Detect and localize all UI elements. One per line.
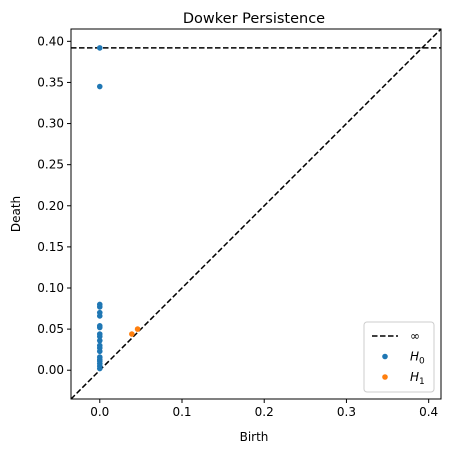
y-tick-label: 0.00: [37, 363, 64, 377]
point-h0: [96, 333, 103, 340]
point-h0: [96, 83, 103, 90]
point-h0: [96, 348, 103, 355]
legend-dot-swatch: [382, 353, 388, 360]
x-tick-label: 0.1: [172, 405, 191, 419]
legend-infinity-label: ∞: [410, 329, 420, 343]
diagonal-line: [71, 29, 441, 399]
y-tick-label: 0.15: [37, 240, 64, 254]
point-h0: [96, 365, 103, 372]
point-h1: [129, 331, 135, 337]
point-h0: [96, 324, 103, 331]
legend-dot-swatch: [382, 374, 388, 380]
y-tick-label: 0.20: [37, 199, 64, 213]
x-tick-label: 0.2: [255, 405, 274, 419]
x-tick-label: 0.4: [419, 405, 438, 419]
y-tick-label: 0.10: [37, 281, 64, 295]
plot-frame: [70, 28, 442, 400]
y-axis-label: Death: [9, 196, 23, 232]
chart-title: Dowker Persistence: [183, 11, 325, 27]
y-tick-label: 0.25: [37, 158, 64, 172]
legend-box: [363, 321, 435, 393]
y-tick-label: 0.30: [37, 117, 64, 131]
point-h1: [134, 326, 141, 332]
point-h0: [96, 313, 103, 319]
point-h0: [96, 45, 103, 51]
y-tick-label: 0.35: [37, 75, 64, 89]
y-tick-label: 0.40: [37, 34, 64, 48]
x-tick-label: 0.3: [337, 405, 356, 419]
x-axis-label: Birth: [240, 430, 269, 444]
y-tick-label: 0.05: [37, 322, 64, 336]
x-axis-ticks: 0.0 0.1 0.2 0.3 0.4: [90, 399, 438, 419]
point-h0: [96, 337, 103, 344]
x-tick-label: 0.0: [90, 405, 109, 419]
point-h0: [96, 304, 103, 310]
y-axis-ticks: 0.00 0.05 0.10 0.15 0.20 0.25 0.30 0.35 0.40: [37, 34, 71, 377]
